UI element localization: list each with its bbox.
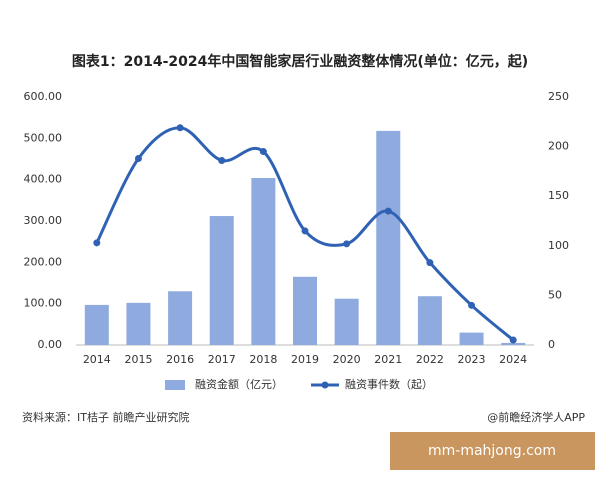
bar — [501, 342, 526, 345]
bar — [376, 130, 401, 345]
y2-tick-label: 250 — [548, 90, 569, 103]
watermark: mm-mahjong.com — [428, 443, 556, 459]
legend-label: 融资事件数（起） — [345, 378, 433, 391]
y2-tick-label: 50 — [548, 288, 562, 301]
line-marker — [176, 124, 184, 132]
y-tick-label: 300.00 — [24, 214, 63, 227]
source-note: 资料来源：IT桔子 前瞻产业研究院 — [22, 410, 189, 424]
y-tick-label: 100.00 — [24, 297, 63, 310]
y-tick-label: 500.00 — [24, 131, 63, 144]
y2-tick-label: 150 — [548, 189, 569, 202]
x-tick-label: 2018 — [249, 353, 277, 366]
y2-tick-label: 100 — [548, 239, 569, 252]
line-marker — [218, 156, 226, 164]
line-marker — [468, 301, 476, 309]
line-marker — [509, 336, 517, 344]
line-marker — [93, 239, 101, 247]
bar — [417, 296, 442, 345]
x-tick-label: 2021 — [374, 353, 402, 366]
line-marker — [259, 148, 267, 156]
line-marker — [426, 259, 434, 267]
y-tick-label: 0.00 — [38, 338, 63, 351]
bar — [334, 298, 359, 345]
y-tick-label: 600.00 — [24, 90, 63, 103]
bar — [84, 304, 109, 345]
watermark-box — [390, 432, 595, 470]
line-marker — [134, 155, 142, 163]
legend-label: 融资金额（亿元） — [195, 377, 283, 391]
bar — [168, 291, 193, 345]
x-tick-label: 2019 — [291, 353, 319, 366]
x-tick-label: 2023 — [458, 353, 486, 366]
chart-title: 图表1：2014-2024年中国智能家居行业融资整体情况(单位：亿元，起) — [72, 53, 528, 70]
legend-marker — [321, 381, 329, 389]
x-tick-label: 2017 — [208, 353, 236, 366]
x-tick-label: 2014 — [83, 353, 111, 366]
y-tick-label: 400.00 — [24, 173, 63, 186]
y2-tick-label: 0 — [548, 338, 555, 351]
line-marker — [301, 227, 309, 235]
line — [95, 126, 515, 342]
bar — [293, 276, 317, 345]
bar — [126, 302, 151, 345]
x-tick-label: 2024 — [499, 353, 527, 366]
credit: @前瞻经济学人APP — [487, 410, 585, 424]
x-tick-label: 2022 — [416, 353, 444, 366]
y2-tick-label: 200 — [548, 140, 569, 153]
y-tick-label: 200.00 — [24, 255, 63, 268]
x-tick-label: 2016 — [166, 353, 194, 366]
line-marker — [384, 207, 392, 215]
x-tick-label: 2020 — [333, 353, 361, 366]
bar — [459, 332, 484, 345]
line-marker — [343, 240, 351, 248]
bar — [251, 178, 276, 345]
bar — [209, 216, 234, 345]
legend-swatch — [165, 380, 185, 390]
x-tick-label: 2015 — [124, 353, 152, 366]
